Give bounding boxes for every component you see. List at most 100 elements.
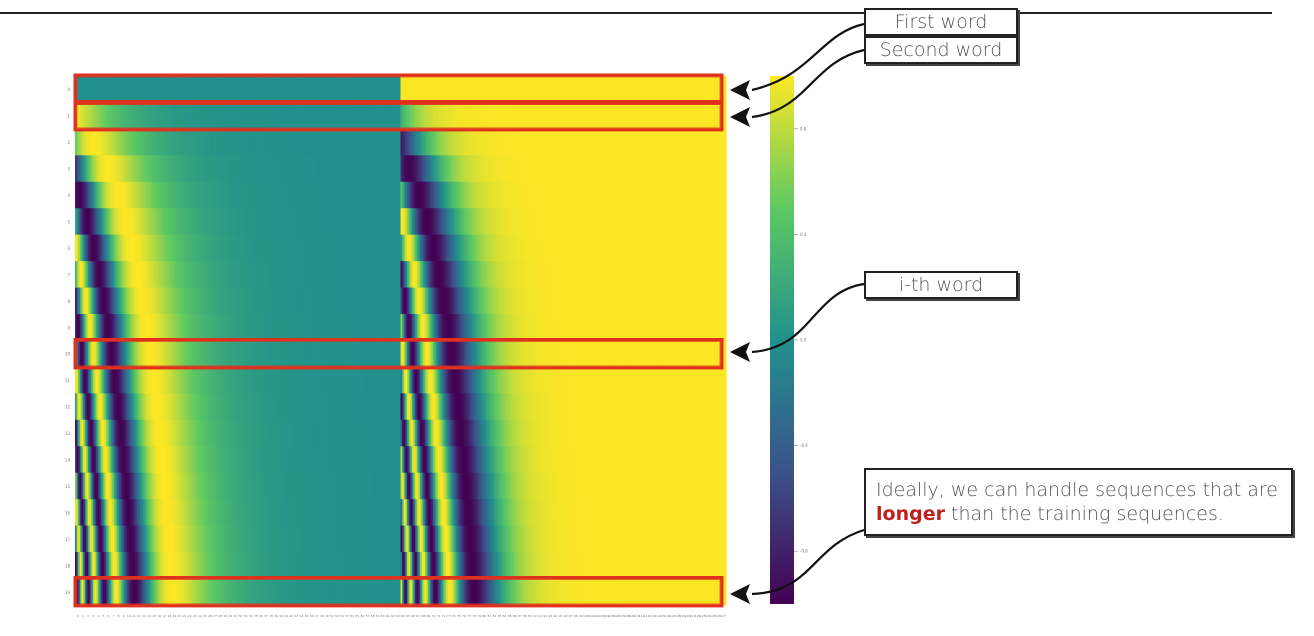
heatmap-cell: [525, 287, 529, 315]
heatmap-cell: [418, 340, 421, 368]
heatmap-cell: [459, 287, 462, 315]
heatmap-cell: [716, 208, 719, 236]
heatmap-cell: [211, 155, 214, 183]
heatmap-cell: [153, 102, 156, 130]
heatmap-cell: [441, 366, 444, 394]
heatmap-cell: [125, 128, 128, 156]
heatmap-cell: [626, 181, 629, 209]
heatmap-cell: [485, 366, 488, 394]
heatmap-cell: [582, 208, 586, 236]
heatmap-cell: [101, 234, 104, 262]
heatmap-cell: [499, 208, 503, 236]
heatmap-cell: [245, 366, 249, 394]
heatmap-cell: [610, 155, 613, 183]
heatmap-cell: [553, 314, 556, 341]
heatmap-cell: [83, 128, 86, 156]
heatmap-cell: [208, 261, 211, 288]
heatmap-cell: [366, 340, 369, 368]
heatmap-cell: [662, 340, 665, 368]
heatmap-cell: [301, 181, 304, 209]
heatmap-cell: [411, 366, 415, 394]
heatmap-cell: [376, 76, 379, 103]
heatmap-cell: [626, 208, 629, 236]
heatmap-cell: [636, 287, 639, 315]
heatmap-cell: [177, 261, 180, 288]
heatmap-cell: [485, 128, 488, 156]
heatmap-cell: [647, 287, 651, 315]
heatmap-cell: [509, 155, 512, 183]
heatmap-cell: [581, 234, 584, 262]
heatmap-cell: [467, 181, 470, 209]
heatmap-cell: [690, 366, 693, 394]
heatmap-cell: [708, 181, 711, 209]
heatmap-cell: [662, 287, 665, 315]
heatmap-cell: [369, 366, 372, 394]
heatmap-cell: [699, 234, 703, 262]
heatmap-cell: [97, 261, 101, 288]
heatmap-cell: [569, 155, 572, 183]
heatmap-cell: [634, 287, 638, 315]
heatmap-cell: [701, 340, 704, 368]
heatmap-cell: [184, 234, 187, 262]
heatmap-cell: [426, 208, 429, 236]
heatmap-cell: [465, 287, 468, 315]
heatmap-cell: [312, 314, 315, 341]
heatmap-cell: [149, 314, 153, 341]
heatmap-cell: [592, 181, 595, 209]
heatmap-cell: [262, 393, 265, 421]
heatmap-cell: [118, 234, 122, 262]
heatmap-cell: [341, 234, 345, 262]
heatmap-cell: [345, 234, 348, 262]
heatmap-cell: [343, 181, 346, 209]
heatmap-cell: [462, 181, 465, 209]
heatmap-cell: [628, 155, 631, 183]
heatmap-cell: [223, 76, 226, 103]
heatmap-cell: [190, 261, 193, 288]
heatmap-cell: [540, 314, 543, 341]
heatmap-cell: [647, 261, 651, 288]
heatmap-cell: [315, 340, 319, 368]
heatmap-cell: [429, 155, 433, 183]
heatmap-cell: [561, 102, 564, 130]
heatmap-cell: [258, 181, 262, 209]
heatmap-cell: [551, 181, 555, 209]
heatmap-cell: [79, 155, 83, 183]
heatmap-cell: [302, 181, 306, 209]
heatmap-cell: [271, 234, 275, 262]
heatmap-cell: [206, 393, 210, 421]
heatmap-cell: [587, 261, 590, 288]
heatmap-cell: [436, 340, 439, 368]
heatmap-cell: [159, 314, 162, 341]
heatmap-cell: [250, 76, 253, 103]
heatmap-cell: [122, 234, 125, 262]
heatmap-cell: [130, 287, 133, 315]
heatmap-cell: [429, 366, 433, 394]
heatmap-cell: [371, 234, 374, 262]
heatmap-cell: [310, 181, 314, 209]
heatmap-cell: [387, 314, 390, 341]
heatmap-cell: [455, 287, 459, 315]
heatmap-cell: [437, 234, 441, 262]
heatmap-cell: [376, 287, 379, 315]
heatmap-cell: [254, 234, 257, 262]
heatmap-cell: [468, 314, 472, 341]
heatmap-cell: [431, 340, 434, 368]
heatmap-cell: [410, 76, 413, 103]
heatmap-cell: [356, 393, 359, 421]
heatmap-cell: [78, 76, 81, 103]
heatmap-cell: [120, 287, 123, 315]
heatmap-cell: [499, 261, 503, 288]
heatmap-cell: [289, 76, 293, 103]
heatmap-cell: [387, 261, 390, 288]
heatmap-cell: [488, 155, 491, 183]
heatmap-cell: [193, 393, 197, 421]
heatmap-cell: [691, 102, 695, 130]
heatmap-cell: [449, 181, 452, 209]
heatmap-cell: [533, 314, 537, 341]
heatmap-cell: [115, 128, 118, 156]
heatmap-cell: [626, 340, 629, 368]
heatmap-cell: [426, 340, 429, 368]
heatmap-cell: [338, 102, 341, 130]
heatmap-cell: [512, 181, 516, 209]
